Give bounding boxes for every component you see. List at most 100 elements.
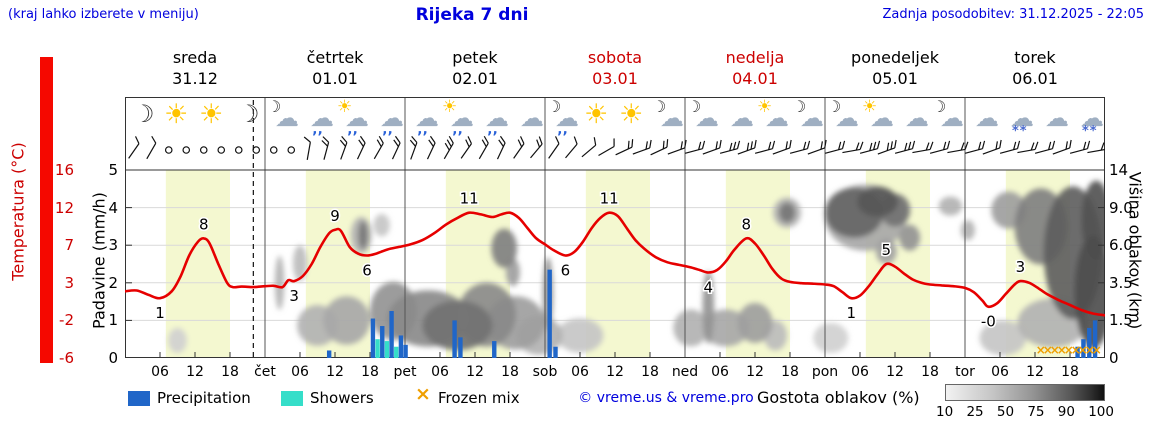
sun-glyph: ☀: [757, 97, 773, 117]
weather-icon-moon-rain: ☽ ☁ ‚‚: [546, 97, 580, 138]
precip-tick-3: 3: [108, 236, 118, 255]
temp-tick-16: 16: [54, 161, 74, 179]
svg-text:3: 3: [289, 287, 299, 305]
day-date-03.01: 03.01: [592, 69, 638, 88]
cloud-tick-1.5: 1.5: [1109, 311, 1133, 330]
weather-icon-sun: ☀: [196, 99, 230, 137]
temp-tick--2: -2: [59, 311, 74, 330]
cloud-glyph: ☁: [870, 104, 894, 132]
svg-text:18: 18: [361, 364, 379, 380]
menu-hint: (kraj lahko izberete v meniju): [8, 7, 199, 22]
moon-glyph: ☽: [687, 97, 702, 116]
weather-icon-cloud: ☁: [966, 99, 1000, 137]
svg-text:18: 18: [1061, 364, 1079, 380]
drops-glyph: ‚‚: [382, 122, 393, 138]
cloud-tick-14: 14: [1109, 161, 1129, 179]
x-axis-labels: 06 12 18 čet 06 12 18 pet 06 12 18 sob 06 12 18 ned 06 12…: [151, 364, 1079, 380]
weather-icon-sun: ☀: [616, 99, 650, 137]
sun-glyph: ☀: [584, 99, 609, 130]
cloud-glyph: ☁: [660, 104, 684, 132]
cloud-glyph: ☁: [905, 104, 929, 132]
cloud-tick-0: 0: [1109, 349, 1119, 367]
weather-icon-sun-cloud: ☀ ☁: [756, 99, 790, 137]
cloud-density-gradient: [945, 384, 1105, 401]
svg-text:sob: sob: [533, 364, 558, 380]
moon-glyph: ☽: [133, 100, 155, 128]
moon-glyph: ☽: [238, 100, 260, 128]
day-date-02.01: 02.01: [452, 69, 498, 88]
svg-text:pon: pon: [812, 364, 838, 380]
precipitation-swatch: [128, 391, 150, 406]
svg-text:×: ×: [1078, 343, 1088, 357]
day-date-04.01: 04.01: [732, 69, 778, 88]
svg-text:06: 06: [851, 364, 869, 380]
weather-icon-sun-cloud: ☀ ☁: [861, 99, 895, 137]
cloud-glyph: ☁: [940, 104, 964, 132]
svg-text:06: 06: [991, 364, 1009, 380]
svg-text:×: ×: [1043, 343, 1053, 357]
moon-glyph: ☽: [792, 97, 807, 116]
copyright-link[interactable]: © vreme.us & vreme.pro: [578, 390, 754, 406]
weather-icon-cloud: ☁: [721, 99, 755, 137]
svg-text:ned: ned: [672, 364, 698, 380]
sun-glyph: ☀: [164, 99, 189, 130]
moon-glyph: ☽: [547, 97, 562, 116]
cloud-glyph: ☁: [1080, 104, 1104, 132]
svg-text:06: 06: [711, 364, 729, 380]
flakes-glyph: **: [1082, 124, 1098, 139]
weather-icon-moon: ☽: [231, 99, 265, 137]
cloud-glyph: ☁: [450, 104, 474, 132]
weather-icon-moon-cloud: ☽ ☁: [686, 99, 720, 137]
temp-tick-3: 3: [64, 273, 74, 292]
cloud-glyph: ☁: [835, 104, 859, 132]
weather-icon-sun: ☀: [581, 99, 615, 137]
day-date-01.01: 01.01: [312, 69, 358, 88]
svg-text:×: ×: [1085, 343, 1095, 357]
last-update: Zadnja posodobitev: 31.12.2025 - 22:05: [882, 7, 1144, 22]
svg-text:12: 12: [746, 364, 764, 380]
svg-text:-0: -0: [981, 313, 996, 331]
weather-icon-rain: ☁ ‚‚: [476, 99, 510, 137]
weather-icon-snow: ☁ **: [1071, 99, 1105, 139]
weather-icon-moon: ☽: [126, 99, 160, 137]
cloud-shading: [168, 180, 1105, 356]
svg-text:18: 18: [641, 364, 659, 380]
temperature-labels: 1 8 3 9 6 11 6 11 4 8 1 5 -0 3: [154, 188, 1027, 332]
svg-text:čet: čet: [254, 364, 276, 380]
cloud-glyph: ☁: [800, 104, 824, 132]
cloud-glyph: ☁: [310, 104, 334, 132]
svg-text:pet: pet: [394, 364, 418, 380]
drops-glyph: ‚‚: [452, 122, 463, 138]
weather-icon-cloud: ☁: [1036, 99, 1070, 137]
cloud-glyph: ☁: [695, 104, 719, 132]
density-tick-75: 75: [1027, 404, 1045, 420]
cloud-tick-9.0: 9.0: [1109, 198, 1133, 217]
svg-text:12: 12: [606, 364, 624, 380]
day-date-05.01: 05.01: [872, 69, 918, 88]
moon-glyph: ☽: [267, 97, 282, 116]
svg-text:×: ×: [1064, 343, 1074, 357]
frozen-mix-label: Frozen mix: [438, 389, 520, 407]
cloud-glyph: ☁: [485, 104, 509, 132]
temp-tick--6: -6: [59, 349, 74, 367]
cloud-density-label: Gostota oblakov (%): [757, 388, 920, 407]
precip-bars: [326, 269, 1098, 358]
svg-text:5: 5: [881, 241, 891, 259]
svg-text:06: 06: [431, 364, 449, 380]
density-tick-100: 100: [1088, 404, 1114, 420]
cloud-tick-6.0: 6.0: [1109, 236, 1133, 255]
weather-icon-sun-rain: ☀ ☁ ‚‚: [336, 99, 370, 138]
temp-axis-title: Temperatura (°C): [8, 142, 28, 281]
precipitation-label: Precipitation: [157, 389, 251, 407]
svg-text:18: 18: [921, 364, 939, 380]
svg-text:06: 06: [571, 364, 589, 380]
drops-glyph: ‚‚: [347, 122, 358, 138]
weather-icon-cloud: ☁: [896, 99, 930, 137]
cloud-glyph: ☁: [345, 104, 369, 132]
weather-icon-snow: ☁ **: [1001, 99, 1035, 138]
svg-text:1: 1: [155, 304, 165, 322]
svg-text:11: 11: [460, 190, 479, 208]
moon-glyph: ☽: [652, 97, 667, 116]
cloud-glyph: ☁: [730, 104, 754, 132]
weather-icon-sun: ☀: [161, 99, 195, 137]
